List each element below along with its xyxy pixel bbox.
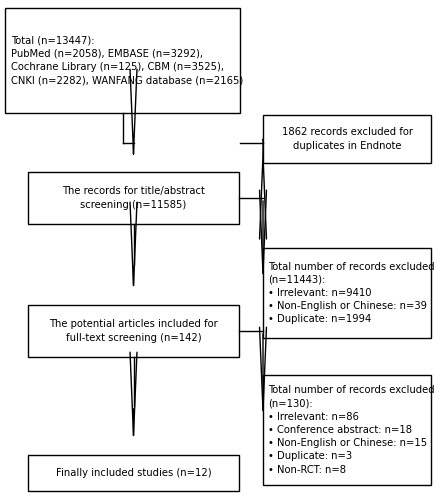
Bar [263, 375, 431, 485]
Bar [263, 115, 431, 163]
Text: The records for title/abstract
screening (n=11585): The records for title/abstract screening… [62, 186, 205, 210]
Text: Total number of records excluded
(n=11443):
• Irrelevant: n=9410
• Non-English o: Total number of records excluded (n=1144… [268, 262, 435, 324]
Text: The potential articles included for
full-text screening (n=142): The potential articles included for full… [49, 320, 218, 342]
Bar [28, 455, 239, 491]
Bar [263, 248, 431, 338]
Bar [5, 8, 240, 113]
Bar [28, 172, 239, 224]
Text: Total number of records excluded
(n=130):
• Irrelevant: n=86
• Conference abstra: Total number of records excluded (n=130)… [268, 386, 435, 474]
Bar [28, 305, 239, 357]
Text: Finally included studies (n=12): Finally included studies (n=12) [56, 468, 211, 478]
Text: Total (n=13447):
PubMed (n=2058), EMBASE (n=3292),
Cochrane Library (n=125), CBM: Total (n=13447): PubMed (n=2058), EMBASE… [11, 36, 243, 86]
Text: 1862 records excluded for
duplicates in Endnote: 1862 records excluded for duplicates in … [281, 128, 412, 150]
